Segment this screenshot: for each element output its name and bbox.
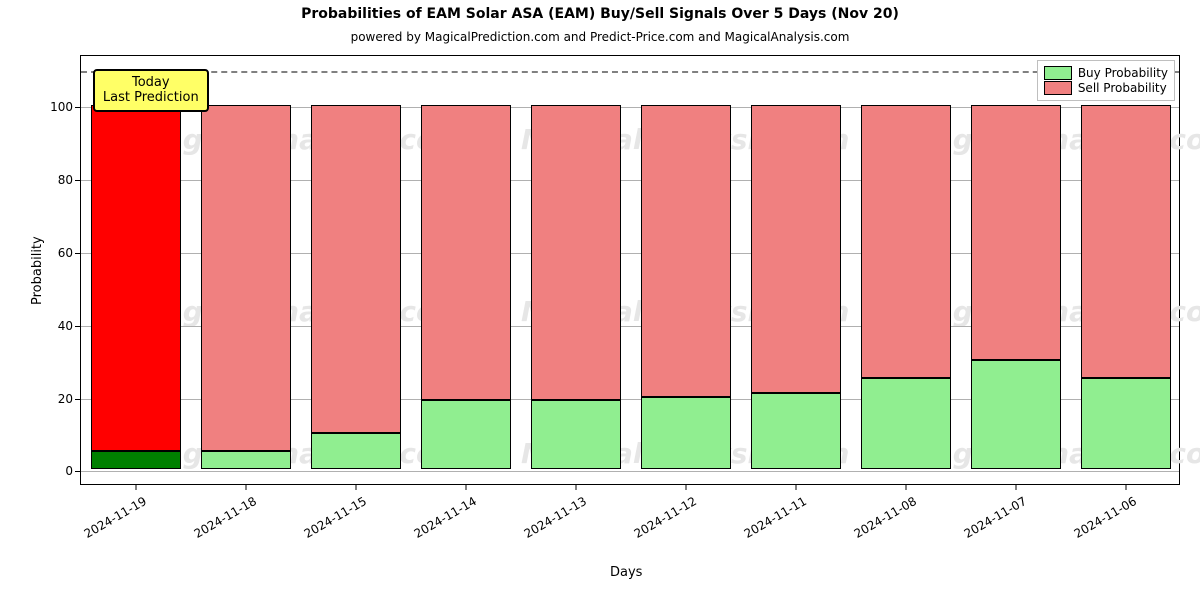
sell-bar xyxy=(421,105,511,400)
sell-bar xyxy=(311,105,401,433)
xtick-mark xyxy=(576,484,577,490)
legend-label: Sell Probability xyxy=(1078,81,1167,95)
ytick-label: 100 xyxy=(50,100,73,114)
watermark-text: MagicalAnalysis.com xyxy=(136,295,464,328)
watermark-text: MagicalAnalysis.com xyxy=(136,437,464,470)
chart-subtitle: powered by MagicalPrediction.com and Pre… xyxy=(0,30,1200,44)
dashed-reference-line xyxy=(81,71,1179,73)
ytick-mark xyxy=(75,107,81,108)
xtick-label: 2024-11-07 xyxy=(962,494,1029,541)
today-annotation-line2: Last Prediction xyxy=(103,90,199,106)
xtick-mark xyxy=(356,484,357,490)
figure: Probabilities of EAM Solar ASA (EAM) Buy… xyxy=(0,0,1200,600)
xtick-mark xyxy=(466,484,467,490)
sell-bar xyxy=(971,105,1061,360)
buy-bar xyxy=(91,451,181,469)
legend: Buy ProbabilitySell Probability xyxy=(1037,60,1175,101)
ytick-mark xyxy=(75,471,81,472)
y-axis-label: Probability xyxy=(30,236,45,305)
sell-bar xyxy=(751,105,841,393)
xtick-mark xyxy=(1126,484,1127,490)
watermark-text: MagicalAnalysis.com xyxy=(136,123,464,156)
sell-bar xyxy=(1081,105,1171,378)
sell-bar xyxy=(91,105,181,451)
legend-item: Sell Probability xyxy=(1044,81,1168,95)
ytick-label: 40 xyxy=(58,319,73,333)
x-axis-label: Days xyxy=(610,565,642,580)
xtick-mark xyxy=(136,484,137,490)
xtick-mark xyxy=(1016,484,1017,490)
xtick-label: 2024-11-15 xyxy=(302,494,369,541)
buy-bar xyxy=(201,451,291,469)
buy-bar xyxy=(751,393,841,470)
buy-bar xyxy=(1081,378,1171,469)
xtick-label: 2024-11-19 xyxy=(82,494,149,541)
buy-bar xyxy=(311,433,401,469)
ytick-label: 60 xyxy=(58,246,73,260)
legend-swatch xyxy=(1044,81,1072,95)
sell-bar xyxy=(861,105,951,378)
today-annotation-line1: Today xyxy=(103,75,199,91)
buy-bar xyxy=(971,360,1061,469)
legend-item: Buy Probability xyxy=(1044,66,1168,80)
buy-bar xyxy=(531,400,621,469)
xtick-mark xyxy=(686,484,687,490)
xtick-mark xyxy=(906,484,907,490)
xtick-label: 2024-11-11 xyxy=(742,494,809,541)
sell-bar xyxy=(201,105,291,451)
legend-swatch xyxy=(1044,66,1072,80)
sell-bar xyxy=(641,105,731,397)
ytick-label: 20 xyxy=(58,392,73,406)
xtick-label: 2024-11-13 xyxy=(522,494,589,541)
chart-title: Probabilities of EAM Solar ASA (EAM) Buy… xyxy=(0,6,1200,22)
xtick-mark xyxy=(246,484,247,490)
ytick-mark xyxy=(75,399,81,400)
ytick-mark xyxy=(75,253,81,254)
xtick-label: 2024-11-06 xyxy=(1072,494,1139,541)
xtick-label: 2024-11-14 xyxy=(412,494,479,541)
ytick-label: 0 xyxy=(65,464,73,478)
ytick-mark xyxy=(75,326,81,327)
gridline xyxy=(81,471,1179,472)
xtick-label: 2024-11-12 xyxy=(632,494,699,541)
buy-bar xyxy=(641,397,731,470)
buy-bar xyxy=(861,378,951,469)
buy-bar xyxy=(421,400,511,469)
xtick-label: 2024-11-08 xyxy=(852,494,919,541)
legend-label: Buy Probability xyxy=(1078,66,1168,80)
plot-area: MagicalAnalysis.com MagicalAnalysis.com Ma… xyxy=(80,55,1180,485)
xtick-mark xyxy=(796,484,797,490)
today-annotation: TodayLast Prediction xyxy=(93,69,209,112)
sell-bar xyxy=(531,105,621,400)
ytick-mark xyxy=(75,180,81,181)
xtick-label: 2024-11-18 xyxy=(192,494,259,541)
ytick-label: 80 xyxy=(58,173,73,187)
